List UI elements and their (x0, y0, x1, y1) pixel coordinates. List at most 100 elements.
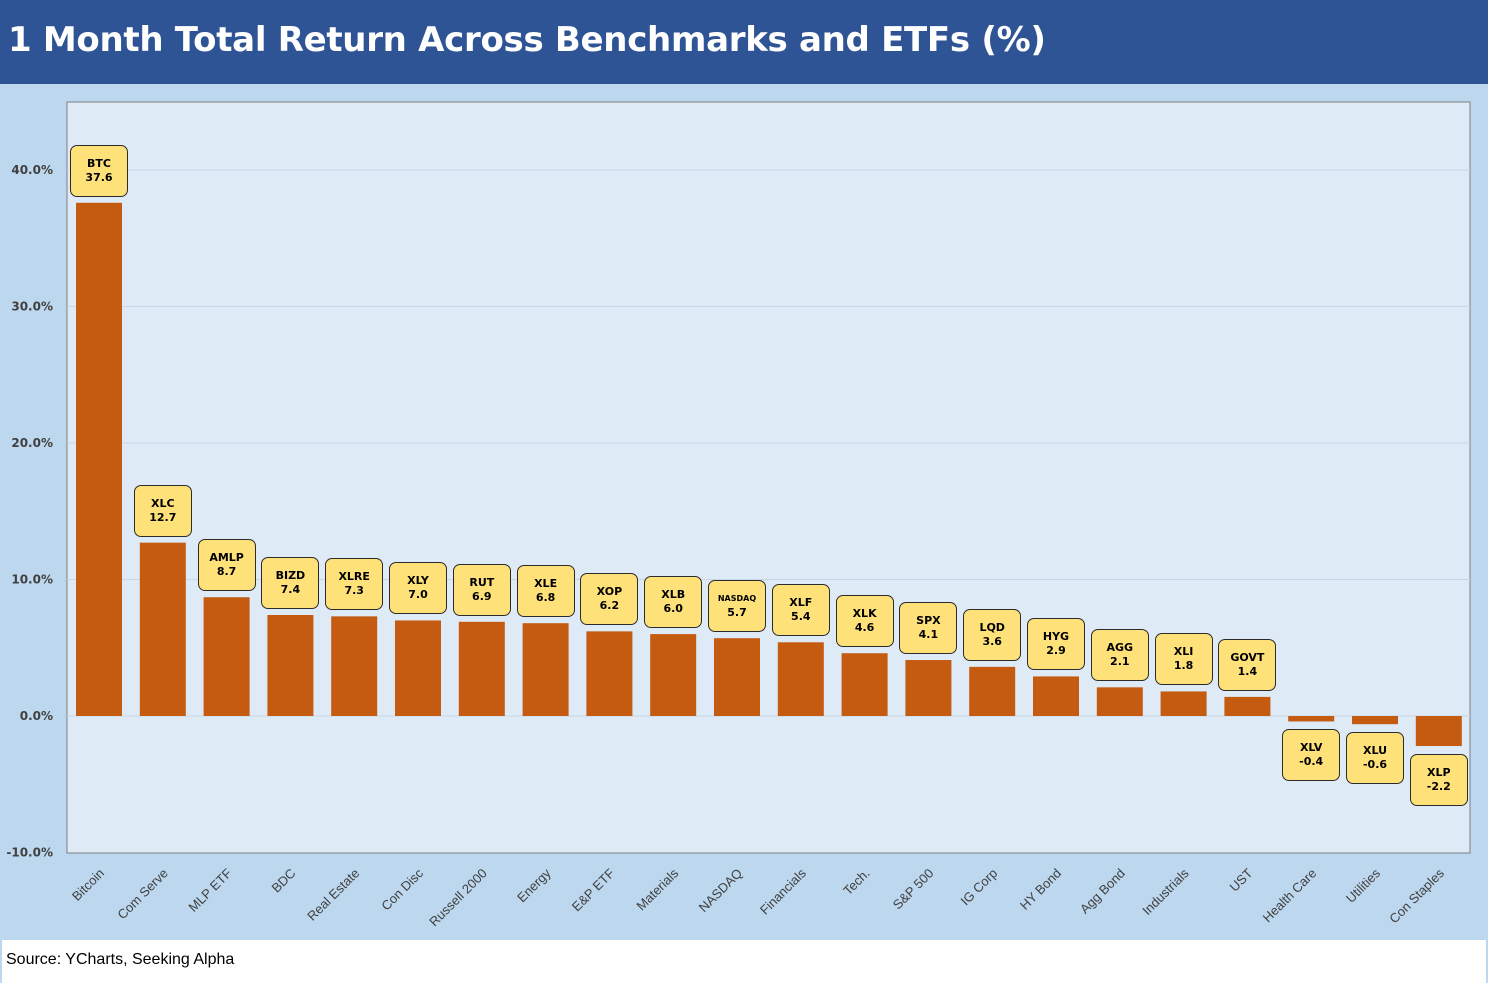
bar-spx (905, 660, 952, 716)
data-label-value: 6.9 (472, 589, 492, 603)
data-label-value: 6.0 (663, 602, 683, 616)
data-label-value: 6.8 (535, 591, 556, 605)
data-label-value: 4.1 (918, 628, 939, 642)
data-label-ticker: XLY (407, 574, 429, 588)
chart-title: 1 Month Total Return Across Benchmarks a… (8, 20, 1046, 60)
x-tick-label: Health Care (1260, 866, 1320, 926)
bar-govt (1224, 696, 1271, 716)
data-label-ticker: XLV (1299, 741, 1323, 755)
bar-hyg (1033, 676, 1079, 716)
data-label-value: -2.2 (1426, 780, 1451, 794)
x-tick-label: Bitcoin (69, 866, 107, 904)
data-label-value: 4.6 (854, 621, 875, 635)
data-label: XLE 6.8 (516, 565, 575, 618)
data-label-ticker: SPX (916, 614, 941, 628)
bar-nasdaq (714, 638, 760, 716)
data-label-value: 3.6 (982, 634, 1002, 648)
data-label-value: 5.7 (727, 606, 747, 620)
bar-xlre (331, 616, 378, 716)
data-label-value: 2.1 (1110, 655, 1130, 669)
data-label-ticker: XLB (661, 588, 686, 602)
bar-xop (586, 631, 633, 716)
data-label: GOVT 1.4 (1218, 638, 1277, 691)
data-label-ticker: XLE (534, 577, 558, 591)
bar-xlf (777, 642, 824, 716)
data-label-value: 7.4 (280, 582, 301, 596)
source-bar: Source: YCharts, Seeking Alpha (2, 940, 1486, 983)
x-tick-label: IG Corp (958, 866, 1001, 909)
bar-xlb (650, 634, 697, 716)
bar-xlc (139, 542, 186, 716)
bar-xlp (1415, 716, 1462, 747)
data-label: HYG 2.9 (1027, 618, 1085, 671)
data-label: XLU -0.6 (1346, 732, 1404, 785)
x-tick-label: Russell 2000 (426, 866, 490, 930)
data-label-ticker: XLI (1173, 645, 1194, 659)
x-tick-label: BDC (269, 866, 299, 896)
data-label-value: -0.4 (1299, 755, 1324, 769)
x-tick-label: S&P 500 (890, 866, 937, 913)
data-label-value: 6.2 (599, 599, 620, 613)
x-tick-label: Real Estate (304, 866, 362, 924)
data-label: AGG 2.1 (1090, 629, 1149, 682)
bar-xle (522, 623, 569, 716)
data-label-ticker: BTC (87, 156, 111, 170)
data-label-value: 5.4 (791, 610, 811, 624)
y-tick-label: 10.0% (11, 573, 53, 587)
bar-xlv (1288, 716, 1335, 722)
data-label-ticker: NASDAQ (717, 594, 757, 604)
y-tick-label: 20.0% (11, 436, 53, 450)
data-label: XLRE 7.3 (325, 558, 384, 611)
data-label-ticker: AGG (1106, 641, 1134, 655)
bar-xlk (841, 653, 888, 716)
bar-chart: -10.0%0.0%10.0%20.0%30.0%40.0% Bitcoin Co… (6, 101, 1471, 930)
data-label-ticker: BIZD (275, 568, 306, 582)
data-label-value: 12.7 (149, 510, 177, 524)
data-label-value: 7.0 (408, 588, 428, 602)
bar-xly (395, 620, 441, 716)
x-tick-label: HY Bond (1017, 866, 1064, 913)
data-label: XLC 12.7 (133, 484, 192, 537)
data-label: XLI 1.8 (1154, 633, 1213, 686)
bar-bizd (267, 614, 314, 716)
chart-area: -10.0% 0.0% 10.0% 20.0% 30.0% 40.0% Bitcoin Co… (0, 84, 1488, 940)
data-label: XLB 6.0 (644, 576, 703, 629)
x-tick-label: Financials (757, 865, 809, 917)
x-tick-label: Utilities (1343, 865, 1384, 906)
data-label: XLK 4.6 (835, 595, 894, 648)
data-label: BIZD 7.4 (261, 556, 320, 609)
x-tick-label: E&P ETF (569, 865, 618, 914)
data-label-ticker: HYG (1042, 630, 1070, 644)
x-tick-label: Con Disc (378, 865, 426, 913)
data-label-ticker: XLF (789, 596, 813, 610)
bar-agg (1096, 687, 1143, 716)
y-tick-label: -10.0% (6, 846, 53, 860)
x-tick-label: UST (1227, 865, 1256, 894)
bars (76, 202, 1462, 747)
plot-area (66, 101, 1471, 854)
data-label-ticker: GOVT (1230, 650, 1265, 664)
x-tick-label: Com Serve (114, 866, 171, 923)
x-tick-label: Tech. (840, 866, 873, 899)
data-label: AMLP 8.7 (197, 539, 256, 592)
bar-lqd (969, 666, 1016, 716)
y-tick-label: 0.0% (20, 709, 53, 723)
x-tick-label: Agg Bond (1077, 866, 1128, 917)
data-label: LQD 3.6 (963, 608, 1022, 661)
data-label-value: 2.9 (1046, 644, 1066, 658)
y-tick-label: 40.0% (11, 163, 53, 177)
data-label-value: 1.4 (1237, 664, 1258, 678)
title-bar: 1 Month Total Return Across Benchmarks a… (0, 0, 1488, 84)
data-label-ticker: XLC (151, 496, 175, 510)
x-tick-label: Materials (633, 865, 681, 913)
data-label-ticker: XLU (1362, 744, 1388, 758)
data-label-value: 8.7 (216, 565, 237, 579)
y-tick-label: 30.0% (11, 300, 53, 314)
x-tick-label: NASDAQ (696, 866, 745, 915)
data-label-value: 37.6 (85, 170, 113, 184)
data-label-ticker: XLK (852, 607, 877, 621)
data-label-ticker: AMLP (209, 551, 244, 565)
data-label: XOP 6.2 (580, 573, 639, 626)
source-note: Source: YCharts, Seeking Alpha (6, 951, 235, 968)
data-label: BTC 37.6 (70, 144, 128, 197)
